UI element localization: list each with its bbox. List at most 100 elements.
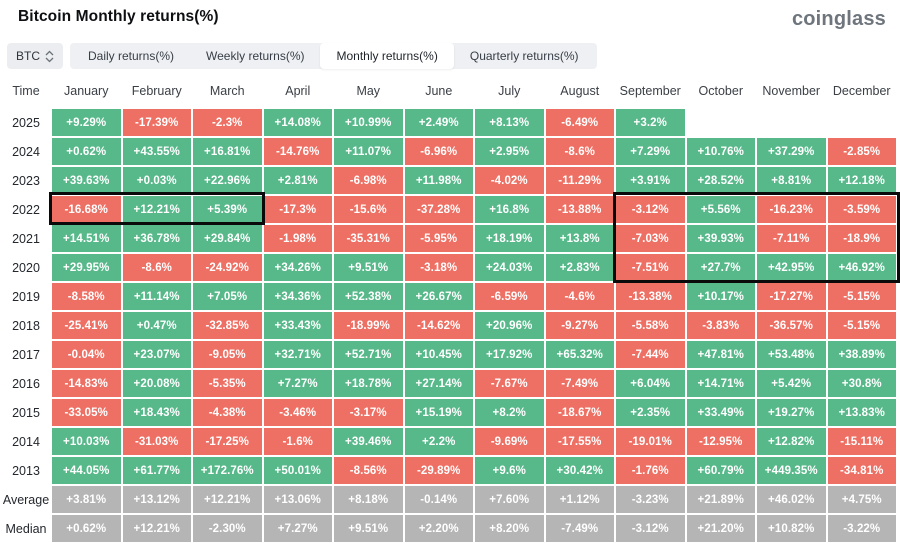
month-header-june: June xyxy=(425,84,453,98)
return-cell: -15.11% xyxy=(827,428,896,455)
table-row-2018: 2018 -25.41% +0.47% -32.85% +33.43% -18.99% -1… xyxy=(2,312,896,339)
return-cell: +39.63% xyxy=(52,167,121,194)
table-row-2019: 2019 -8.58% +11.14% +7.05% +34.36% +52.38% +26… xyxy=(2,283,896,310)
return-cell: -7.51% xyxy=(616,254,685,281)
return-cell: +27.14% xyxy=(404,370,473,397)
return-cell: +2.83% xyxy=(545,254,614,281)
return-cell: -7.03% xyxy=(616,225,685,252)
return-cell: +52.38% xyxy=(334,283,403,310)
tab-quarterly[interactable]: Quarterly returns(%) xyxy=(469,49,579,63)
return-cell: -16.23% xyxy=(757,196,826,223)
return-cell: +2.2% xyxy=(404,428,473,455)
return-cell: +0.62% xyxy=(52,515,121,542)
return-cell: -36.57% xyxy=(757,312,826,339)
return-cell: +3.91% xyxy=(616,167,685,194)
return-cell: -6.96% xyxy=(404,138,473,165)
row-label: 2024 xyxy=(12,144,40,159)
row-label: 2019 xyxy=(12,289,40,304)
month-header-august: August xyxy=(560,84,600,98)
return-cell: +449.35% xyxy=(757,457,826,484)
controls-bar: BTC Daily returns(%) Weekly returns(%) Mon… xyxy=(7,43,900,69)
return-cell: +24.03% xyxy=(475,254,544,281)
return-cell: +12.21% xyxy=(122,196,191,223)
return-cell: +3.2% xyxy=(616,109,685,136)
return-cell: -3.23% xyxy=(616,486,685,513)
return-cell: +23.07% xyxy=(122,341,191,368)
table-header-row: Time January February March April May June Jul… xyxy=(2,81,896,101)
return-cell: +32.71% xyxy=(263,341,332,368)
return-cell: -8.6% xyxy=(122,254,191,281)
return-cell: +37.29% xyxy=(757,138,826,165)
return-cell: +33.49% xyxy=(686,399,755,426)
month-header-february: February xyxy=(131,84,182,98)
return-cell: +14.08% xyxy=(263,109,332,136)
return-cell: +11.07% xyxy=(334,138,403,165)
return-cell: -3.59% xyxy=(827,196,896,223)
return-cell: -13.88% xyxy=(545,196,614,223)
return-cell: -14.76% xyxy=(263,138,332,165)
return-cell: +65.32% xyxy=(545,341,614,368)
table-body: 2025 +9.29% -17.39% -2.3% +14.08% +10.99% +2.4… xyxy=(2,109,896,542)
return-cell: +9.29% xyxy=(52,109,121,136)
return-cell: +8.81% xyxy=(757,167,826,194)
coin-selector-value: BTC xyxy=(16,49,40,63)
row-label: 2018 xyxy=(12,318,40,333)
return-cell: +27.7% xyxy=(686,254,755,281)
return-cell: -3.83% xyxy=(686,312,755,339)
return-cell: +34.26% xyxy=(263,254,332,281)
return-cell: +11.14% xyxy=(122,283,191,310)
return-cell: -24.92% xyxy=(193,254,262,281)
return-cell: +46.02% xyxy=(757,486,826,513)
return-cell: -2.85% xyxy=(827,138,896,165)
return-cell: +44.05% xyxy=(52,457,121,484)
return-cell: +8.18% xyxy=(334,486,403,513)
return-cell: +9.6% xyxy=(475,457,544,484)
tab-daily[interactable]: Daily returns(%) xyxy=(88,49,175,63)
return-cell: -8.56% xyxy=(334,457,403,484)
return-cell: +15.19% xyxy=(404,399,473,426)
return-cell: +0.03% xyxy=(122,167,191,194)
return-cell: +46.92% xyxy=(827,254,896,281)
return-cell: +14.51% xyxy=(52,225,121,252)
return-cell: +38.89% xyxy=(827,341,896,368)
row-label: 2023 xyxy=(12,173,40,188)
return-cell: +61.77% xyxy=(122,457,191,484)
return-cell: -5.95% xyxy=(404,225,473,252)
return-cell: -3.18% xyxy=(404,254,473,281)
return-cell: +60.79% xyxy=(686,457,755,484)
return-cell: -17.3% xyxy=(263,196,332,223)
coin-selector[interactable]: BTC xyxy=(7,43,63,69)
tab-monthly[interactable]: Monthly returns(%) xyxy=(320,43,454,69)
table-row-2022: 2022 -16.68% +12.21% +5.39% -17.3% -15.6% -37.… xyxy=(2,196,896,223)
return-cell: +5.39% xyxy=(193,196,262,223)
tab-weekly[interactable]: Weekly returns(%) xyxy=(206,49,305,63)
empty-cell xyxy=(687,109,756,136)
return-cell: +11.98% xyxy=(404,167,473,194)
return-cell: +22.96% xyxy=(193,167,262,194)
row-label: 2021 xyxy=(12,231,40,246)
return-cell: +36.78% xyxy=(122,225,191,252)
coinglass-logo[interactable]: coinglass xyxy=(791,8,886,30)
row-label: 2017 xyxy=(12,347,40,362)
return-cell: +39.93% xyxy=(686,225,755,252)
month-header-may: May xyxy=(356,84,381,98)
return-cell: +10.82% xyxy=(757,515,826,542)
return-cell: +10.76% xyxy=(686,138,755,165)
return-cell: -2.30% xyxy=(193,515,262,542)
return-cell: +13.83% xyxy=(827,399,896,426)
return-cell: -3.12% xyxy=(616,196,685,223)
topbar: Bitcoin Monthly returns(%) coinglass xyxy=(0,0,900,31)
return-cell: +29.95% xyxy=(52,254,121,281)
row-label: 2020 xyxy=(12,260,40,275)
return-cell: +10.45% xyxy=(404,341,473,368)
table-row-2017: 2017 -0.04% +23.07% -9.05% +32.71% +52.71% +10… xyxy=(2,341,896,368)
month-header-april: April xyxy=(285,84,311,98)
return-cell: -37.28% xyxy=(404,196,473,223)
return-cell: -1.6% xyxy=(263,428,332,455)
return-cell: -14.62% xyxy=(404,312,473,339)
return-cell: -0.14% xyxy=(404,486,473,513)
return-cell: -18.67% xyxy=(545,399,614,426)
return-cell: -2.3% xyxy=(193,109,262,136)
return-cell: +52.71% xyxy=(334,341,403,368)
return-cell: +2.35% xyxy=(616,399,685,426)
